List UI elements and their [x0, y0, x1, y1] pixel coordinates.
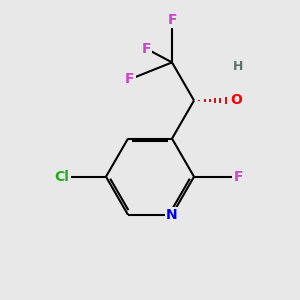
Text: F: F: [233, 170, 243, 184]
Text: H: H: [233, 60, 243, 73]
Text: N: N: [166, 208, 178, 222]
Text: F: F: [142, 42, 152, 56]
Text: O: O: [230, 94, 242, 107]
Text: F: F: [167, 13, 177, 27]
Text: Cl: Cl: [55, 170, 69, 184]
Text: F: F: [125, 72, 134, 86]
